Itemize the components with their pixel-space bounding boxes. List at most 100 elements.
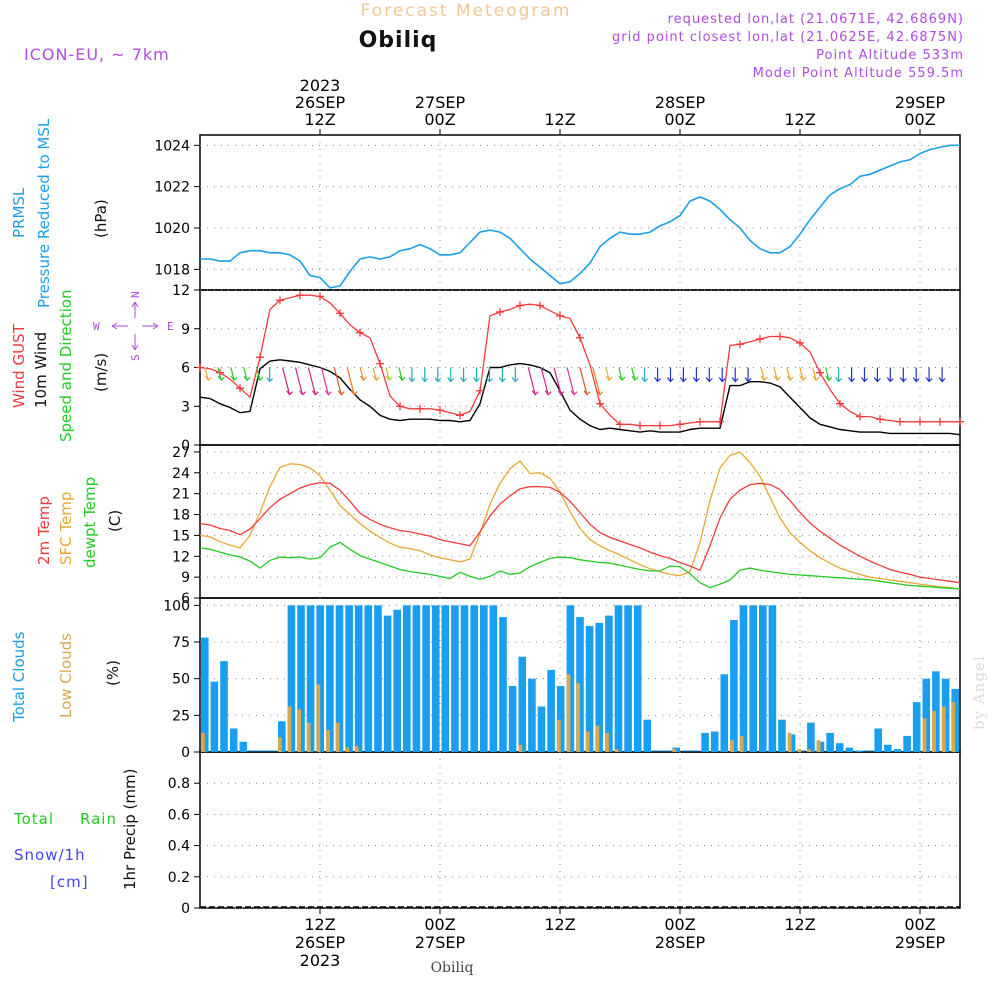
gust-marker — [196, 363, 204, 372]
gust-marker — [416, 404, 424, 413]
wind-arrow — [256, 367, 264, 382]
label-wind-gust: Wind GUST — [10, 323, 28, 408]
wind-arrow — [307, 367, 319, 396]
wind-arrow — [320, 367, 332, 396]
ytick-label: 15 — [172, 528, 190, 544]
wind-arrow — [385, 367, 393, 382]
panel-frame-temp — [199, 444, 961, 599]
wind-arrow — [579, 367, 591, 396]
ytick-label: 0.4 — [168, 839, 190, 855]
time-label-bottom: 29SEP — [895, 933, 946, 952]
low-cloud-bar — [297, 709, 301, 752]
wind-arrow — [679, 367, 687, 383]
gust-marker — [356, 328, 364, 337]
total-cloud-bar — [884, 744, 892, 752]
low-cloud-bar — [287, 706, 292, 752]
wind-arrow — [899, 367, 907, 383]
ytick-label: 0.6 — [168, 807, 190, 823]
total-cloud-bar — [720, 674, 729, 752]
gust-line — [199, 294, 960, 427]
wind-arrow — [825, 367, 833, 382]
total-cloud-bar — [845, 747, 854, 752]
wind-arrow — [731, 367, 739, 383]
label-2m-temp: 2m Temp — [35, 496, 53, 565]
total-cloud-bar — [220, 661, 228, 752]
total-cloud-bar — [345, 605, 353, 752]
gust-marker — [376, 359, 384, 368]
wind-arrow — [773, 367, 781, 382]
time-label-bottom: 28SEP — [655, 933, 706, 952]
total-cloud-bar — [499, 617, 507, 752]
time-label-top: 28SEP — [655, 93, 706, 112]
ytick-label: 0 — [181, 901, 190, 917]
gust-marker — [276, 296, 284, 305]
low-cloud-bar — [278, 737, 282, 752]
wind-arrow — [460, 367, 468, 383]
gust-marker — [476, 386, 484, 395]
wind-arrow — [861, 367, 868, 383]
total-cloud-bar — [460, 605, 469, 752]
gust-marker — [836, 399, 844, 408]
total-cloud-bar — [287, 605, 296, 752]
time-label-bottom: 26SEP — [295, 933, 346, 952]
low-cloud-bar — [932, 710, 936, 752]
total-cloud-bar — [278, 721, 286, 752]
total-cloud-bar — [528, 678, 536, 752]
total-cloud-bar — [759, 605, 767, 752]
label-dewpt-temp: dewpt Temp — [81, 477, 99, 568]
total-cloud-bar — [730, 620, 738, 752]
low-cloud-bar — [807, 749, 811, 752]
compass-w: W — [93, 320, 100, 333]
ytick-label: 0.8 — [168, 776, 190, 792]
gust-marker — [936, 417, 944, 426]
total-cloud-bar — [518, 656, 527, 752]
low-cloud-bar — [316, 684, 321, 752]
gust-marker — [536, 301, 544, 310]
gust-marker — [896, 417, 904, 426]
ytick-label: 0.2 — [168, 870, 190, 886]
time-label-top: 2023 — [300, 76, 341, 95]
total-cloud-bar — [556, 686, 565, 752]
total-cloud-bar — [643, 719, 652, 752]
gust-marker — [576, 333, 584, 342]
temp-2m-line — [199, 481, 961, 584]
gust-marker — [756, 335, 764, 344]
label-speed-direction: Speed and Direction — [57, 289, 75, 442]
ytick-label: 1022 — [154, 180, 190, 196]
compass-s: S — [129, 354, 142, 361]
total-cloud-bar — [431, 605, 440, 752]
low-cloud-bar — [595, 725, 600, 752]
gust-marker — [856, 412, 864, 421]
panel-frame-pressure — [199, 134, 961, 291]
gust-marker — [696, 417, 704, 426]
ytick-label: 21 — [172, 487, 190, 503]
time-label-bottom: 2023 — [300, 951, 341, 970]
low-cloud-bar — [941, 706, 946, 752]
ytick-label: 3 — [181, 399, 190, 415]
total-cloud-bar — [537, 706, 546, 752]
total-cloud-bar — [306, 605, 315, 752]
requested-coords: requested lon,lat (21.0671E, 42.6869N) — [668, 12, 964, 27]
low-cloud-bar — [345, 747, 350, 752]
ytick-label: 100 — [163, 598, 190, 614]
gust-marker — [796, 338, 804, 347]
ytick-label: 25 — [172, 708, 190, 724]
label-percent: (%) — [104, 660, 122, 686]
ytick-label: 18 — [172, 508, 190, 524]
time-label-top: 26SEP — [295, 93, 346, 112]
compass-e: E — [167, 320, 174, 333]
wind-arrow — [938, 367, 946, 383]
total-cloud-bar — [710, 731, 719, 752]
total-cloud-bar — [595, 622, 603, 752]
total-cloud-bar — [412, 605, 421, 752]
ytick-label: 1018 — [154, 262, 190, 278]
label-low-clouds: Low Clouds — [57, 633, 75, 718]
total-cloud-bar — [739, 605, 748, 752]
total-cloud-bar — [354, 605, 363, 752]
total-cloud-bar — [893, 749, 902, 752]
wind-arrow — [886, 367, 894, 383]
time-label-bottom: 12Z — [784, 915, 815, 934]
low-cloud-bar — [605, 732, 609, 752]
wind-arrow — [447, 367, 455, 383]
wind-arrow — [705, 367, 713, 383]
